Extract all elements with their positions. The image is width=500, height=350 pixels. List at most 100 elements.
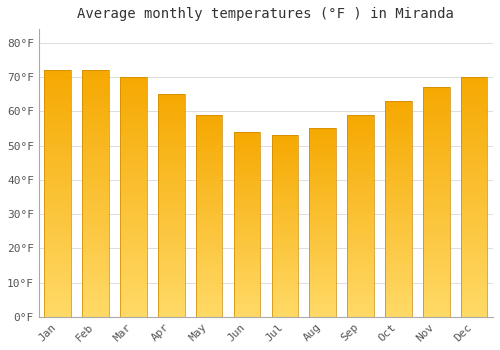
Bar — [196, 161, 222, 163]
Bar — [82, 280, 109, 282]
Bar — [461, 204, 487, 206]
Bar — [44, 161, 71, 164]
Bar — [272, 231, 298, 233]
Bar — [196, 266, 222, 268]
Bar — [272, 211, 298, 213]
Bar — [272, 270, 298, 271]
Bar — [461, 166, 487, 168]
Bar — [272, 250, 298, 251]
Bar — [348, 315, 374, 317]
Bar — [272, 286, 298, 288]
Bar — [82, 137, 109, 139]
Bar — [272, 235, 298, 237]
Bar — [44, 105, 71, 107]
Bar — [385, 161, 411, 163]
Bar — [120, 113, 146, 116]
Bar — [158, 101, 184, 103]
Bar — [310, 236, 336, 238]
Bar — [44, 95, 71, 97]
Bar — [385, 274, 411, 276]
Bar — [234, 215, 260, 217]
Bar — [196, 131, 222, 133]
Bar — [272, 266, 298, 268]
Bar — [234, 237, 260, 239]
Bar — [158, 279, 184, 281]
Bar — [82, 97, 109, 100]
Bar — [385, 276, 411, 278]
Bar — [44, 100, 71, 102]
Bar — [158, 174, 184, 176]
Bar — [310, 300, 336, 302]
Bar — [196, 258, 222, 260]
Bar — [385, 127, 411, 129]
Bar — [82, 161, 109, 164]
Bar — [234, 187, 260, 189]
Bar — [385, 187, 411, 189]
Bar — [272, 193, 298, 195]
Bar — [82, 159, 109, 161]
Bar — [234, 217, 260, 219]
Bar — [82, 304, 109, 307]
Bar — [385, 226, 411, 228]
Bar — [461, 300, 487, 302]
Bar — [461, 159, 487, 161]
Bar — [461, 202, 487, 204]
Bar — [310, 202, 336, 204]
Bar — [272, 262, 298, 264]
Bar — [234, 180, 260, 182]
Bar — [158, 192, 184, 194]
Bar — [461, 233, 487, 235]
Bar — [44, 169, 71, 171]
Bar — [44, 70, 71, 317]
Bar — [348, 123, 374, 125]
Bar — [461, 305, 487, 307]
Bar — [44, 152, 71, 154]
Bar — [423, 119, 450, 122]
Bar — [82, 307, 109, 309]
Bar — [234, 137, 260, 139]
Bar — [348, 311, 374, 313]
Bar — [234, 261, 260, 263]
Bar — [310, 179, 336, 181]
Bar — [310, 174, 336, 175]
Bar — [272, 153, 298, 155]
Bar — [158, 297, 184, 299]
Bar — [196, 129, 222, 131]
Bar — [82, 240, 109, 243]
Bar — [461, 113, 487, 116]
Bar — [82, 191, 109, 194]
Bar — [158, 203, 184, 205]
Bar — [234, 219, 260, 220]
Bar — [348, 309, 374, 311]
Bar — [234, 158, 260, 160]
Bar — [272, 315, 298, 317]
Bar — [82, 292, 109, 295]
Bar — [82, 238, 109, 240]
Bar — [348, 135, 374, 137]
Bar — [82, 208, 109, 211]
Bar — [234, 198, 260, 200]
Bar — [44, 216, 71, 218]
Bar — [196, 202, 222, 204]
Bar — [461, 264, 487, 266]
Bar — [196, 119, 222, 121]
Bar — [158, 123, 184, 125]
Bar — [82, 83, 109, 85]
Bar — [461, 132, 487, 134]
Bar — [272, 239, 298, 240]
Bar — [196, 187, 222, 189]
Bar — [272, 204, 298, 206]
Bar — [385, 198, 411, 200]
Bar — [82, 154, 109, 156]
Bar — [272, 309, 298, 312]
Bar — [385, 230, 411, 233]
Bar — [196, 264, 222, 266]
Bar — [82, 270, 109, 272]
Bar — [348, 274, 374, 277]
Bar — [310, 196, 336, 198]
Bar — [158, 232, 184, 234]
Bar — [44, 218, 71, 220]
Bar — [310, 238, 336, 239]
Bar — [44, 174, 71, 176]
Bar — [234, 246, 260, 248]
